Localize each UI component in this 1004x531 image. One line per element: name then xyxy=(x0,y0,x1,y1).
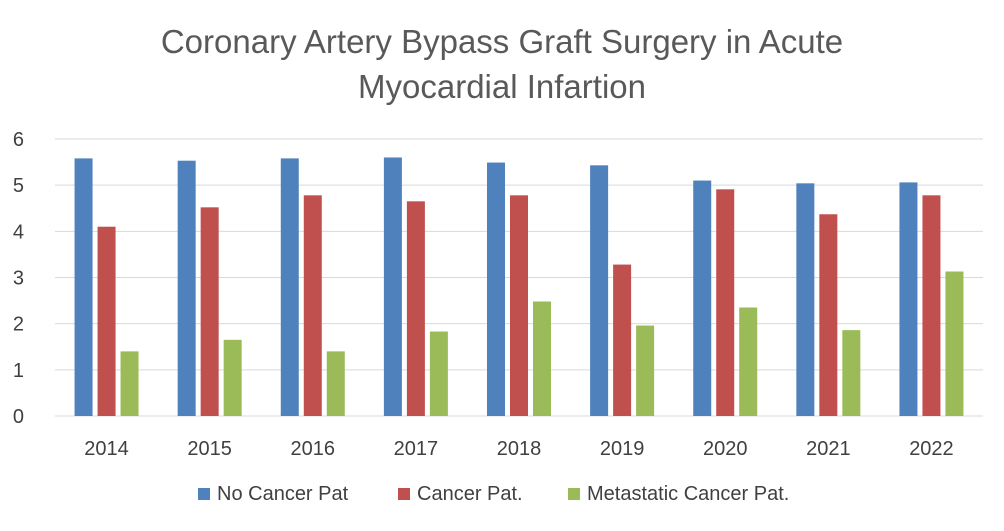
chart-title-line-2: Myocardial Infartion xyxy=(358,68,646,105)
y-tick-label: 4 xyxy=(13,221,24,243)
x-tick-label: 2014 xyxy=(84,438,129,460)
bar-2020-series-2 xyxy=(739,307,758,416)
bar-2021-series-2 xyxy=(842,330,861,416)
bar-2019-series-2 xyxy=(636,325,655,416)
bar-2015-series-0 xyxy=(177,160,196,416)
x-tick-label: 2021 xyxy=(806,438,851,460)
y-tick-label: 2 xyxy=(13,314,24,336)
bar-2015-series-2 xyxy=(223,339,242,416)
y-tick-label: 0 xyxy=(13,406,24,428)
bar-2019-series-0 xyxy=(590,165,609,416)
x-tick-label: 2022 xyxy=(909,438,954,460)
bar-2018-series-2 xyxy=(533,301,551,416)
x-tick-label: 2015 xyxy=(187,438,232,460)
legend: No Cancer Pat Cancer Pat. Metastatic Cance… xyxy=(198,483,789,505)
bar-2022-series-1 xyxy=(922,195,941,416)
legend-swatch xyxy=(198,488,210,500)
bar-2014-series-1 xyxy=(97,226,116,416)
x-tick-label: 2018 xyxy=(497,438,542,460)
y-tick-label: 1 xyxy=(13,360,24,382)
bar-2020-series-1 xyxy=(716,189,735,416)
x-tick-label: 2020 xyxy=(703,438,748,460)
bar-2022-series-2 xyxy=(945,271,964,416)
x-tick-label: 2017 xyxy=(394,438,439,460)
bar-2014-series-0 xyxy=(74,158,93,416)
chart-title-line-1: Coronary Artery Bypass Graft Surgery in … xyxy=(161,23,843,60)
y-tick-label: 5 xyxy=(13,175,24,197)
bar-2016-series-0 xyxy=(280,158,299,416)
legend-swatch xyxy=(398,488,410,500)
x-axis-ticks: 2014 2015 2016 2017 2018 2019 2020 2021 2022 xyxy=(84,438,953,460)
legend-swatch xyxy=(568,488,580,500)
bar-2022-series-0 xyxy=(899,182,918,416)
bar-2016-series-2 xyxy=(326,351,345,416)
legend-label: Metastatic Cancer Pat. xyxy=(587,483,789,505)
bar-2020-series-0 xyxy=(693,180,712,416)
bar-2018-series-0 xyxy=(487,162,505,416)
bar-2017-series-2 xyxy=(429,331,448,416)
bar-2017-series-1 xyxy=(406,201,425,416)
bar-2021-series-0 xyxy=(796,183,815,416)
bar-2018-series-1 xyxy=(510,195,528,416)
bar-2015-series-1 xyxy=(200,207,219,416)
bar-2016-series-1 xyxy=(303,195,322,416)
bar-2017-series-0 xyxy=(383,157,402,416)
y-tick-label: 6 xyxy=(13,129,24,151)
bar-2021-series-1 xyxy=(819,214,838,416)
x-tick-label: 2016 xyxy=(291,438,336,460)
y-axis-ticks: 0 1 2 3 4 5 6 xyxy=(13,129,24,428)
legend-label: No Cancer Pat xyxy=(217,483,349,505)
bar-2019-series-1 xyxy=(613,264,632,416)
bars xyxy=(74,157,964,416)
x-tick-label: 2019 xyxy=(600,438,645,460)
y-tick-label: 3 xyxy=(13,268,24,290)
bar-2014-series-2 xyxy=(120,351,139,416)
legend-label: Cancer Pat. xyxy=(417,483,523,505)
